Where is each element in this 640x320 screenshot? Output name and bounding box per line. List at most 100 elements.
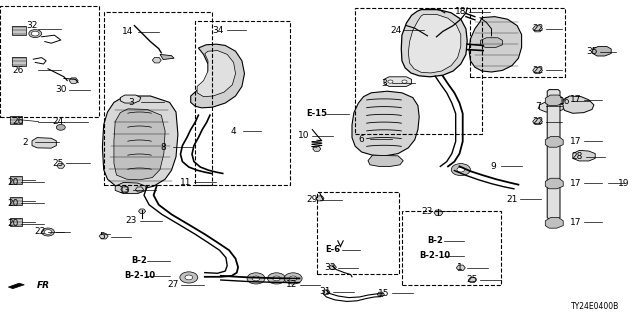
Polygon shape bbox=[532, 67, 543, 74]
Text: TY24E0400B: TY24E0400B bbox=[572, 302, 620, 311]
Text: 17: 17 bbox=[570, 179, 582, 188]
Text: 1: 1 bbox=[457, 263, 462, 272]
Ellipse shape bbox=[388, 80, 393, 83]
Polygon shape bbox=[456, 265, 465, 271]
Polygon shape bbox=[547, 90, 560, 219]
Ellipse shape bbox=[402, 80, 407, 83]
Polygon shape bbox=[138, 209, 146, 213]
Ellipse shape bbox=[273, 276, 280, 281]
Polygon shape bbox=[573, 150, 595, 161]
Text: 24: 24 bbox=[390, 26, 401, 35]
Polygon shape bbox=[545, 218, 563, 228]
Ellipse shape bbox=[451, 164, 470, 176]
Polygon shape bbox=[12, 57, 26, 66]
Polygon shape bbox=[10, 116, 22, 124]
Polygon shape bbox=[323, 290, 330, 294]
Ellipse shape bbox=[42, 228, 54, 236]
Text: 6: 6 bbox=[359, 135, 364, 144]
Ellipse shape bbox=[180, 272, 198, 283]
Text: 28: 28 bbox=[572, 152, 583, 161]
Polygon shape bbox=[10, 197, 22, 205]
Text: 10: 10 bbox=[298, 132, 310, 140]
Polygon shape bbox=[99, 233, 108, 239]
Text: 2: 2 bbox=[23, 138, 28, 147]
Ellipse shape bbox=[289, 276, 297, 281]
Polygon shape bbox=[57, 163, 65, 168]
Ellipse shape bbox=[56, 124, 65, 130]
Bar bbox=[104, 12, 212, 185]
Bar bbox=[402, 211, 501, 285]
Polygon shape bbox=[120, 95, 141, 103]
Text: 22: 22 bbox=[35, 228, 46, 236]
Text: 30: 30 bbox=[55, 85, 67, 94]
Text: 35: 35 bbox=[586, 47, 598, 56]
Polygon shape bbox=[152, 57, 161, 63]
Bar bbox=[470, 8, 565, 77]
Text: 17: 17 bbox=[570, 137, 582, 146]
Polygon shape bbox=[488, 38, 497, 44]
Bar bbox=[355, 8, 482, 134]
Text: 25: 25 bbox=[467, 276, 478, 284]
Text: 22: 22 bbox=[532, 117, 543, 126]
Polygon shape bbox=[329, 265, 337, 269]
Text: 17: 17 bbox=[570, 95, 582, 104]
Text: 12: 12 bbox=[285, 280, 297, 289]
Ellipse shape bbox=[284, 273, 302, 284]
Text: 22: 22 bbox=[532, 66, 543, 75]
Polygon shape bbox=[313, 146, 321, 151]
Text: 26: 26 bbox=[12, 66, 24, 75]
Polygon shape bbox=[352, 91, 419, 156]
Text: 17: 17 bbox=[570, 218, 582, 227]
Polygon shape bbox=[69, 78, 78, 84]
Polygon shape bbox=[593, 46, 611, 56]
Text: 5: 5 bbox=[100, 232, 105, 241]
Polygon shape bbox=[408, 14, 461, 73]
Text: 15: 15 bbox=[378, 289, 390, 298]
Text: 21: 21 bbox=[506, 195, 518, 204]
Text: 4: 4 bbox=[231, 127, 236, 136]
Text: 27: 27 bbox=[167, 280, 179, 289]
Polygon shape bbox=[102, 96, 178, 189]
Polygon shape bbox=[434, 210, 443, 216]
Text: 9: 9 bbox=[490, 162, 495, 171]
Polygon shape bbox=[160, 54, 174, 60]
Text: 20: 20 bbox=[7, 178, 19, 187]
Polygon shape bbox=[468, 277, 476, 283]
Text: FR: FR bbox=[37, 281, 50, 290]
Polygon shape bbox=[469, 17, 522, 72]
Bar bbox=[0, 6, 99, 117]
Text: 19: 19 bbox=[618, 179, 630, 188]
Text: B-2-10: B-2-10 bbox=[420, 252, 451, 260]
Polygon shape bbox=[8, 283, 24, 289]
Text: B-2-10: B-2-10 bbox=[124, 271, 155, 280]
Polygon shape bbox=[10, 176, 22, 184]
Text: 34: 34 bbox=[212, 26, 223, 35]
Text: 18: 18 bbox=[455, 7, 467, 16]
Polygon shape bbox=[532, 26, 543, 32]
Polygon shape bbox=[121, 187, 129, 192]
Bar bbox=[195, 21, 290, 185]
Polygon shape bbox=[114, 109, 165, 180]
Polygon shape bbox=[545, 178, 563, 189]
Text: 14: 14 bbox=[122, 28, 134, 36]
Text: E-15: E-15 bbox=[307, 109, 327, 118]
Text: 11: 11 bbox=[180, 178, 191, 187]
Text: 26: 26 bbox=[12, 117, 24, 126]
Polygon shape bbox=[401, 10, 467, 77]
Text: E-6: E-6 bbox=[325, 245, 340, 254]
Text: 32: 32 bbox=[26, 21, 38, 30]
Text: 16: 16 bbox=[559, 97, 571, 106]
Text: 7: 7 bbox=[535, 102, 540, 111]
Polygon shape bbox=[12, 26, 26, 35]
Polygon shape bbox=[545, 137, 563, 147]
Polygon shape bbox=[136, 187, 143, 192]
Ellipse shape bbox=[268, 273, 285, 284]
Polygon shape bbox=[10, 218, 22, 226]
Text: 20: 20 bbox=[7, 199, 19, 208]
Polygon shape bbox=[377, 292, 385, 297]
Ellipse shape bbox=[457, 167, 465, 172]
Polygon shape bbox=[191, 44, 244, 108]
Ellipse shape bbox=[44, 230, 52, 234]
Text: 3: 3 bbox=[129, 98, 134, 107]
Polygon shape bbox=[545, 95, 563, 106]
